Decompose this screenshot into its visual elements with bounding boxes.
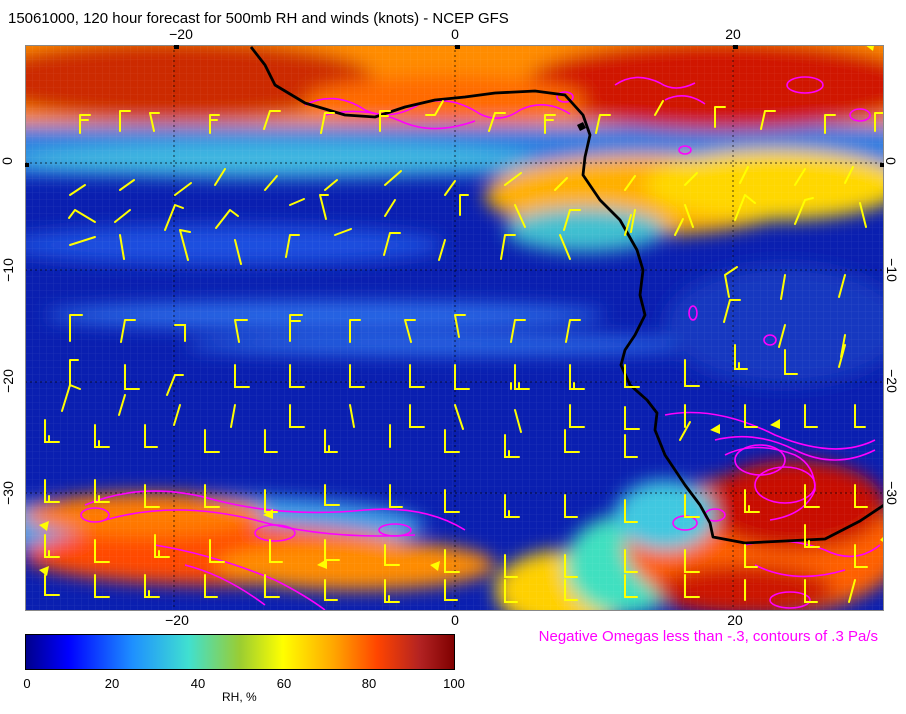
y-tick-left-minus10: −10 (0, 258, 16, 282)
map-frame-ticks (25, 45, 884, 167)
graticule (25, 45, 884, 611)
y-tick-right-minus10: −10 (883, 258, 900, 282)
colorbar-label: RH, % (222, 690, 257, 704)
y-tick-right-minus20: −20 (883, 369, 900, 393)
y-tick-left-0: 0 (0, 157, 15, 165)
x-tick-top-0: 0 (451, 26, 459, 42)
colorbar-tick-100: 100 (443, 676, 465, 691)
omega-note: Negative Omegas less than -.3, contours … (538, 628, 878, 645)
weather-map (25, 45, 884, 611)
colorbar-tick-40: 40 (190, 676, 206, 691)
y-tick-right-minus30: −30 (883, 481, 900, 505)
wind-barbs (44, 100, 884, 603)
x-tick-bottom-minus20: −20 (165, 612, 189, 628)
rh-colorbar (25, 634, 455, 670)
x-tick-bottom-0: 0 (451, 612, 459, 628)
x-tick-top-20: 20 (725, 26, 741, 42)
coastline (249, 46, 884, 545)
y-tick-left-minus20: −20 (0, 369, 16, 393)
colorbar-tick-60: 60 (276, 676, 292, 691)
y-tick-left-minus30: −30 (0, 481, 16, 505)
x-tick-top-minus20: −20 (169, 26, 193, 42)
colorbar-tick-80: 80 (361, 676, 377, 691)
wind-flags (39, 45, 884, 576)
y-tick-right-0: 0 (882, 157, 899, 165)
map-title: 15061000, 120 hour forecast for 500mb RH… (8, 10, 509, 27)
colorbar-tick-20: 20 (104, 676, 120, 691)
colorbar-tick-0: 0 (23, 676, 31, 691)
x-tick-bottom-20: 20 (727, 612, 743, 628)
